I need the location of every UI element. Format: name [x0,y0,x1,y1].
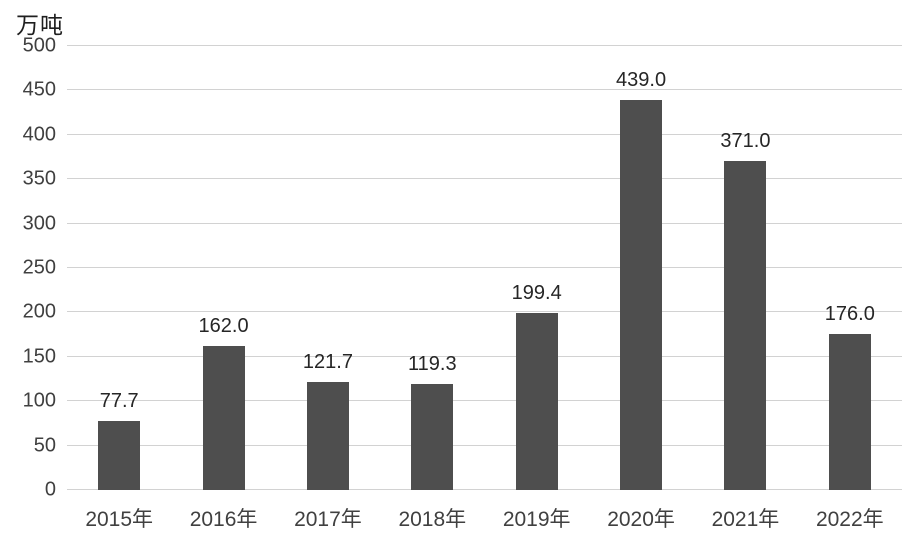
bar-value-label: 199.4 [511,281,562,304]
x-axis-label: 2017年 [294,508,362,531]
x-axis-label: 2015年 [85,508,154,531]
y-axis-tick-label: 450 [22,78,56,101]
plot-area: 77.7 162.0 121.7 119.3 199.4 439.0 371.0 176.0 [67,45,902,490]
gridline [67,355,902,357]
x-axis-label: 2019年 [502,508,571,531]
bar-value-label: 371.0 [720,129,771,152]
bar-2020 [620,100,663,490]
gridline [67,133,902,135]
y-axis-tick-label: 50 [33,434,56,457]
gridline [67,222,902,224]
bar-value-label: 121.7 [302,350,353,373]
bar-2016 [202,346,245,490]
bar-2015 [98,421,141,490]
y-axis: 0 50 100 150 200 250 300 350 400 450 500 [0,35,56,501]
y-axis-tick-label: 150 [22,345,56,368]
x-axis-label: 2018年 [398,508,467,531]
gridline [67,178,902,180]
bar-value-label: 439.0 [616,69,667,92]
bar-value-label: 119.3 [408,353,457,376]
y-axis-tick-label: 500 [22,34,56,57]
y-axis-tick-label: 250 [22,256,56,279]
y-axis-tick-label: 100 [22,389,56,412]
bar-2021 [724,160,767,490]
bar-2022 [828,333,871,490]
bar-2019 [515,312,558,490]
gridline [67,489,902,490]
gridline [67,400,902,402]
gridline [67,267,902,268]
x-axis-label: 2016年 [189,508,258,531]
bar-2017 [306,381,349,490]
y-axis-unit-label: 万吨 [16,12,64,38]
bar-value-label: 162.0 [198,315,249,338]
x-axis-label: 2022年 [815,508,884,531]
x-axis: 2015年 2016年 2017年 2018年 2019年 2020年 2021年 2022年 [67,490,902,535]
gridline [67,444,902,446]
y-axis-tick-label: 200 [22,300,56,323]
y-axis-tick-label: 0 [44,478,56,501]
bar-2018 [411,384,454,490]
gridline [67,89,902,91]
gridline [67,45,902,46]
y-axis-tick-label: 400 [22,123,56,146]
bar-value-label: 77.7 [99,390,139,413]
x-axis-label: 2021年 [711,508,780,531]
x-axis-label: 2020年 [607,508,675,531]
gridline [67,311,902,313]
bar-value-label: 176.0 [824,302,875,325]
y-axis-tick-label: 350 [22,167,56,190]
y-axis-tick-label: 300 [22,212,56,235]
